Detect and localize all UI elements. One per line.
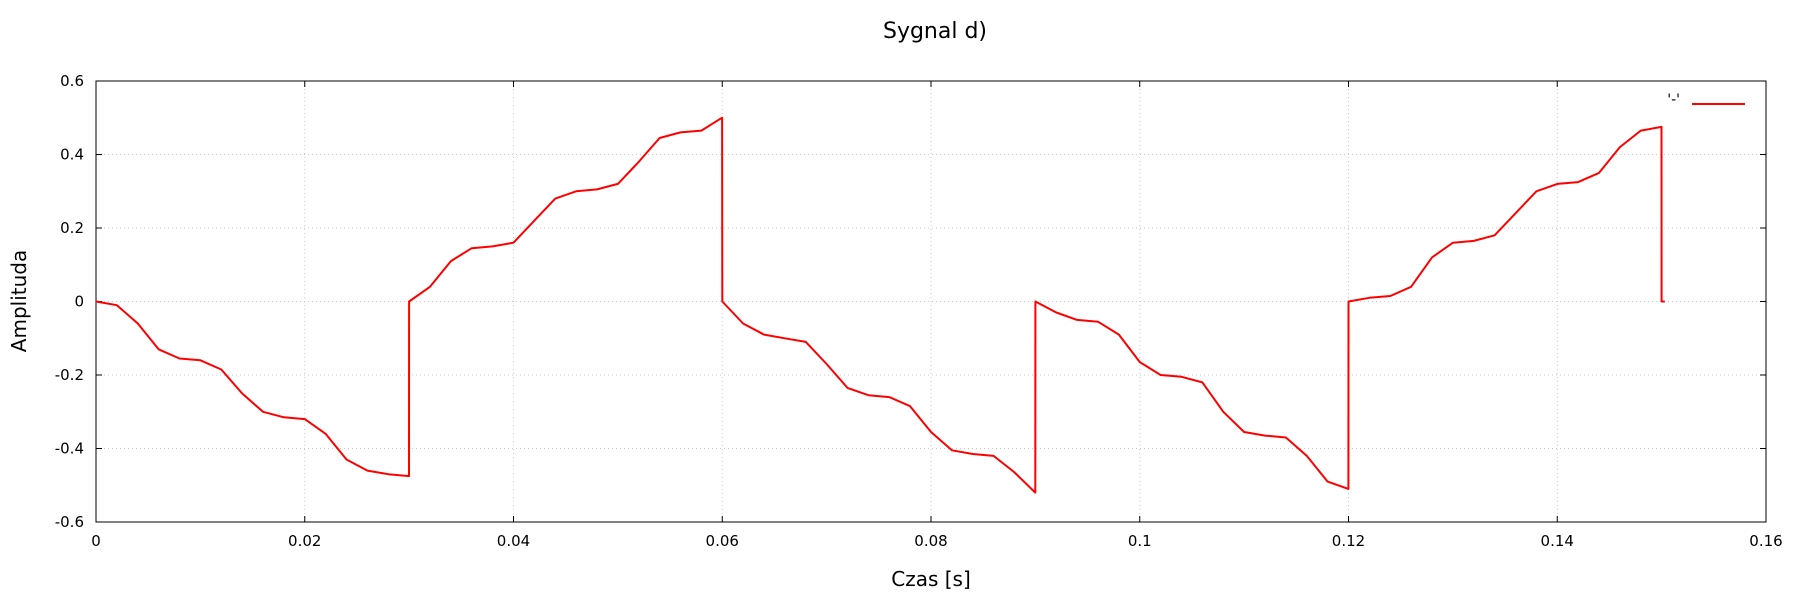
- y-tick-label: 0.6: [60, 72, 84, 90]
- x-tick-label: 0.04: [497, 532, 530, 550]
- y-tick-label: 0: [74, 293, 84, 311]
- chart-title: Sygnal d): [883, 19, 987, 44]
- series-group: [95, 116, 1665, 494]
- legend-label: '-': [1667, 92, 1680, 108]
- y-axis-title: Amplituda: [7, 250, 31, 352]
- y-tick-label: 0.4: [60, 146, 84, 164]
- x-tick-label: 0: [91, 532, 101, 550]
- series-line: [95, 116, 1665, 494]
- x-tick-label: 0.14: [1541, 532, 1574, 550]
- y-tick-label: 0.2: [60, 219, 84, 237]
- x-tick-label: 0.16: [1749, 532, 1782, 550]
- y-tick-label: -0.4: [55, 440, 84, 458]
- y-axis: -0.6 -0.4 -0.2 0 0.2 0.4 0.6: [55, 72, 1766, 531]
- y-tick-label: -0.6: [55, 513, 84, 531]
- x-tick-label: 0.1: [1128, 532, 1152, 550]
- x-axis-title: Czas [s]: [891, 567, 971, 591]
- x-tick-label: 0.06: [706, 532, 739, 550]
- x-tick-label: 0.02: [288, 532, 321, 550]
- grid: [96, 81, 1766, 522]
- legend: '-': [1667, 92, 1745, 108]
- x-tick-label: 0.12: [1332, 532, 1365, 550]
- x-axis: 0 0.02 0.04 0.06 0.08 0.1 0.12 0.14 0.16: [91, 81, 1783, 550]
- x-tick-label: 0.08: [914, 532, 947, 550]
- y-tick-label: -0.2: [55, 366, 84, 384]
